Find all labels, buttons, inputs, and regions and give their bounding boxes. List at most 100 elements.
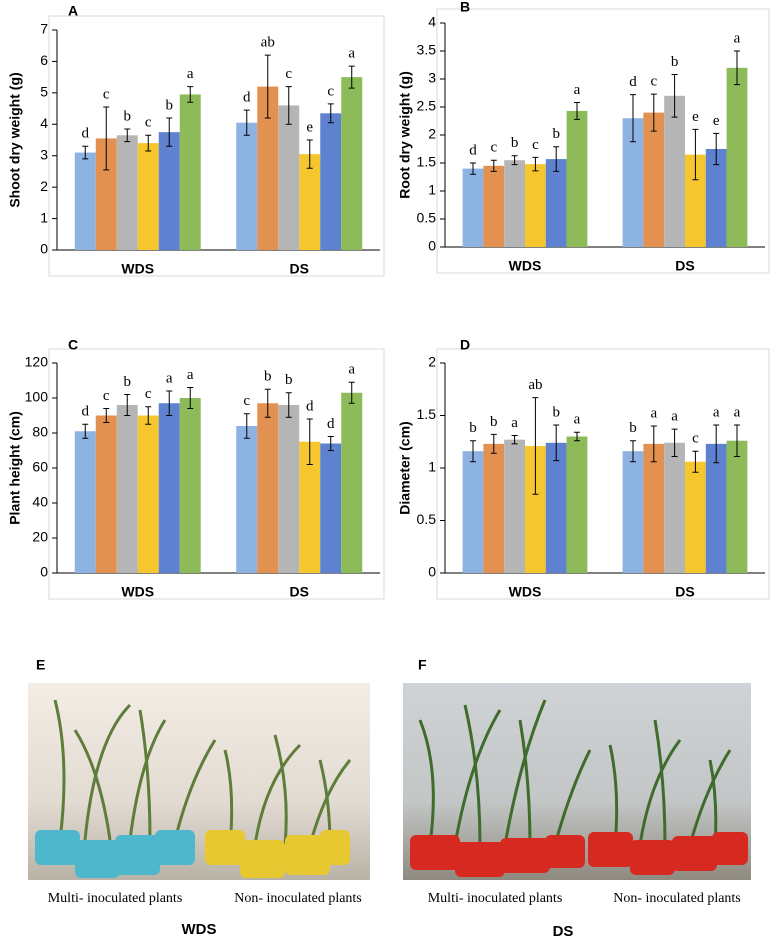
bar [643,112,665,247]
significance-letter: c [103,388,110,404]
y-tick-label: 100 [25,389,49,405]
significance-letter: c [285,66,292,82]
error-bar [511,434,518,445]
photo-group: DS [553,923,574,940]
error-bar [306,139,313,169]
y-tick-label: 1 [428,459,436,475]
y-tick-label: 4 [40,115,48,131]
significance-letter: a [166,370,173,386]
significance-letter: d [469,142,477,158]
error-bar [145,406,152,425]
significance-letter: e [713,113,720,129]
bar [320,443,342,573]
bar [299,441,321,573]
bar [236,426,258,573]
y-tick-label: 0.5 [417,511,437,527]
error-bar [713,424,720,464]
error-bar [82,145,89,160]
x-tick-label: WDS [509,584,542,600]
significance-letter: b [124,108,132,124]
significance-letter: b [629,420,637,436]
error-bar [145,134,152,152]
bar [566,110,588,247]
error-bar [470,440,476,463]
error-bar [166,390,173,416]
significance-letter: d [243,90,251,106]
significance-letter: a [348,362,355,378]
bar [545,442,567,573]
significance-letter: e [306,119,313,135]
error-bar [103,106,110,171]
error-bar [734,50,740,86]
error-bar [734,424,740,457]
bar [158,132,180,250]
significance-letter: c [692,431,699,447]
photo-group: WDS [182,921,217,938]
significance-letter: a [713,404,720,420]
error-bar [692,128,699,181]
significance-letter: ab [528,377,542,393]
y-tick-label: 2 [428,126,436,142]
significance-letter: a [734,30,741,46]
error-bar [285,86,292,125]
error-bar [630,94,636,143]
bar [137,143,159,250]
x-tick-label: DS [675,258,694,274]
significance-letter: ab [261,35,275,51]
error-bar [553,424,560,462]
significance-letter: a [348,46,355,62]
error-bar [348,65,355,89]
bar [726,67,748,247]
panel-label: C [68,337,78,353]
bar [236,122,258,250]
photo-caption: Non- inoculated plants [234,891,362,906]
bar [705,149,727,247]
y-tick-label: 2 [40,178,48,194]
y-tick-label: 40 [32,494,48,510]
bar [95,415,117,573]
y-tick-label: 0 [428,564,436,580]
error-bar [630,440,636,463]
panel-label: A [68,3,78,19]
significance-letter: b [552,126,560,142]
bar [622,118,644,247]
y-axis-title: Plant height (cm) [7,411,23,525]
y-tick-label: 6 [40,52,48,68]
error-bar [574,431,580,442]
error-bar [490,159,497,172]
bar [643,443,665,573]
bar [299,154,321,250]
y-tick-label: 0 [40,241,48,257]
bar [74,431,96,573]
significance-letter: c [532,137,539,153]
error-bar [82,423,89,439]
bar [179,398,201,573]
significance-letter: c [145,386,152,402]
y-tick-label: 60 [32,459,48,475]
bar [525,164,546,247]
bar [341,77,363,251]
photo-caption: Multi- inoculated plants [428,891,563,906]
bar [685,154,706,247]
bar [278,105,300,250]
bar [705,443,727,573]
error-bar [511,155,518,166]
bar [504,160,525,247]
significance-letter: d [82,126,90,142]
plot-frame [436,348,770,600]
panel-label: D [460,337,470,353]
error-bar [166,117,173,147]
x-tick-label: DS [290,261,309,277]
bar [74,152,96,250]
x-tick-label: WDS [121,261,154,277]
error-bar [327,436,334,451]
significance-letter: b [490,414,498,430]
error-bar [264,388,271,418]
error-bar [490,433,497,454]
y-axis-title: Root dry weight (g) [397,71,413,199]
significance-letter: b [511,135,519,151]
error-bar [650,93,657,132]
x-tick-label: DS [675,584,694,600]
significance-letter: a [574,82,581,98]
